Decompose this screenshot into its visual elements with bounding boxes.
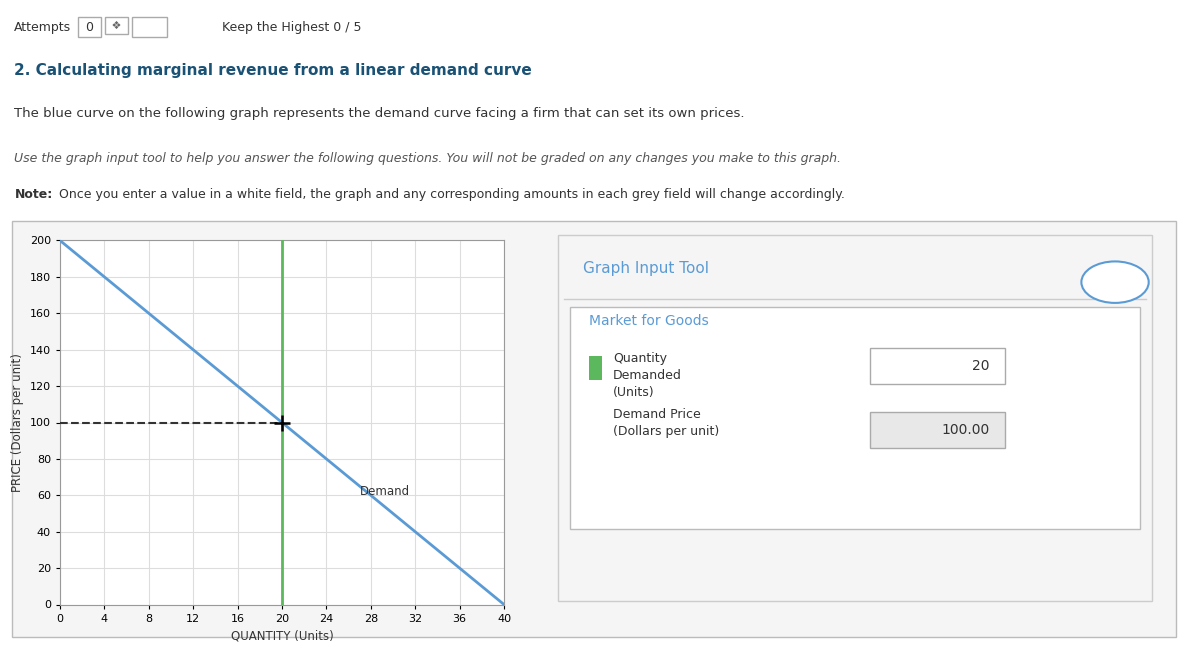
Text: Demand Price
(Dollars per unit): Demand Price (Dollars per unit) xyxy=(613,408,720,439)
Text: Demand: Demand xyxy=(360,486,410,499)
Text: 2. Calculating marginal revenue from a linear demand curve: 2. Calculating marginal revenue from a l… xyxy=(14,63,532,78)
FancyBboxPatch shape xyxy=(558,235,1152,601)
FancyBboxPatch shape xyxy=(589,356,602,380)
Text: Note:: Note: xyxy=(14,188,53,201)
Text: Quantity
Demanded
(Units): Quantity Demanded (Units) xyxy=(613,352,682,399)
Circle shape xyxy=(1081,261,1148,303)
Text: Once you enter a value in a white field, the graph and any corresponding amounts: Once you enter a value in a white field,… xyxy=(55,188,845,201)
Text: Market for Goods: Market for Goods xyxy=(589,314,708,328)
Text: ?: ? xyxy=(1111,275,1120,289)
FancyBboxPatch shape xyxy=(870,412,1004,448)
Text: Graph Input Tool: Graph Input Tool xyxy=(583,261,708,276)
Text: Use the graph input tool to help you answer the following questions. You will no: Use the graph input tool to help you ans… xyxy=(14,151,841,164)
Text: 100.00: 100.00 xyxy=(941,423,990,437)
Text: ❖: ❖ xyxy=(108,21,125,31)
Text: Keep the Highest 0 / 5: Keep the Highest 0 / 5 xyxy=(222,21,361,34)
FancyBboxPatch shape xyxy=(570,307,1140,529)
X-axis label: QUANTITY (Units): QUANTITY (Units) xyxy=(230,629,334,642)
Text: Attempts: Attempts xyxy=(14,21,72,34)
FancyBboxPatch shape xyxy=(870,348,1004,384)
Y-axis label: PRICE (Dollars per unit): PRICE (Dollars per unit) xyxy=(11,353,24,492)
FancyBboxPatch shape xyxy=(12,221,1176,637)
Text: 0: 0 xyxy=(82,21,97,34)
Text: The blue curve on the following graph represents the demand curve facing a firm : The blue curve on the following graph re… xyxy=(14,107,745,120)
Text: 20: 20 xyxy=(972,359,990,373)
